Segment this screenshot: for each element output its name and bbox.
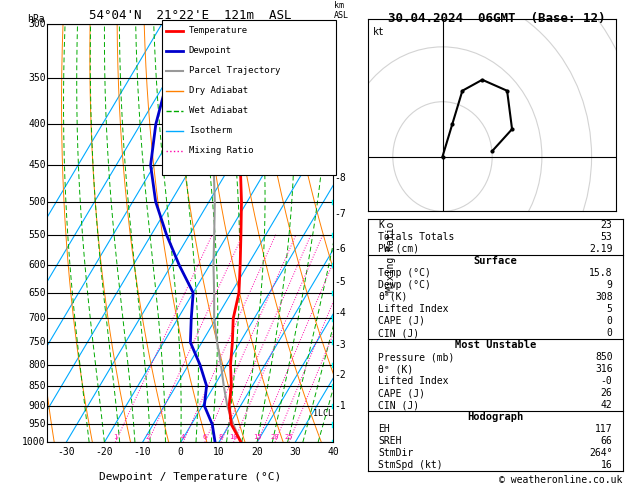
Text: 30.04.2024  06GMT  (Base: 12): 30.04.2024 06GMT (Base: 12) (388, 12, 606, 25)
Text: 0: 0 (606, 328, 613, 338)
Text: Pressure (mb): Pressure (mb) (378, 352, 455, 362)
Text: -20: -20 (96, 447, 113, 457)
Text: 750: 750 (28, 337, 46, 347)
Text: 500: 500 (28, 197, 46, 207)
Text: Surface: Surface (474, 256, 517, 266)
Text: -5: -5 (334, 277, 346, 287)
Text: K: K (378, 220, 384, 230)
Text: 450: 450 (28, 160, 46, 170)
Text: Temperature: Temperature (189, 26, 248, 35)
Text: StmSpd (kt): StmSpd (kt) (378, 460, 443, 470)
Text: -1: -1 (334, 400, 346, 411)
Text: 5: 5 (606, 304, 613, 314)
Text: CIN (J): CIN (J) (378, 400, 420, 410)
Text: θᵉ(K): θᵉ(K) (378, 292, 408, 302)
Text: 800: 800 (28, 360, 46, 370)
Text: Most Unstable: Most Unstable (455, 340, 536, 350)
Text: θᵉ (K): θᵉ (K) (378, 364, 413, 374)
Text: CAPE (J): CAPE (J) (378, 388, 425, 398)
Text: 300: 300 (28, 19, 46, 29)
Text: 30: 30 (289, 447, 301, 457)
Text: 8: 8 (219, 434, 223, 440)
Text: -30: -30 (57, 447, 75, 457)
Text: © weatheronline.co.uk: © weatheronline.co.uk (499, 475, 623, 485)
Text: EH: EH (378, 424, 390, 434)
Text: 700: 700 (28, 313, 46, 324)
Text: 16: 16 (601, 460, 613, 470)
Text: 10: 10 (213, 447, 225, 457)
Text: Temp (°C): Temp (°C) (378, 268, 431, 278)
Text: Parcel Trajectory: Parcel Trajectory (189, 66, 280, 75)
Text: Hodograph: Hodograph (467, 412, 523, 422)
Text: 10: 10 (230, 434, 238, 440)
Text: Dewpoint / Temperature (°C): Dewpoint / Temperature (°C) (99, 471, 281, 482)
Text: Mixing Ratio  (g/kg): Mixing Ratio (g/kg) (386, 174, 396, 292)
Text: 20: 20 (251, 447, 263, 457)
Text: 900: 900 (28, 400, 46, 411)
Text: 316: 316 (595, 364, 613, 374)
Text: -2: -2 (334, 370, 346, 381)
Text: Lifted Index: Lifted Index (378, 304, 448, 314)
Text: 650: 650 (28, 288, 46, 298)
Text: Dewpoint: Dewpoint (189, 46, 232, 55)
Text: hPa: hPa (27, 14, 45, 24)
Text: 0: 0 (178, 447, 184, 457)
Text: 600: 600 (28, 260, 46, 270)
Text: 400: 400 (28, 119, 46, 129)
Text: 850: 850 (595, 352, 613, 362)
Text: Mixing Ratio: Mixing Ratio (189, 146, 253, 156)
Text: 1000: 1000 (22, 437, 46, 447)
Text: 9: 9 (606, 280, 613, 290)
Text: 950: 950 (28, 419, 46, 430)
Text: -3: -3 (334, 340, 346, 350)
Text: -4: -4 (334, 309, 346, 318)
Text: 4: 4 (181, 434, 185, 440)
Text: CIN (J): CIN (J) (378, 328, 420, 338)
Text: 53: 53 (601, 232, 613, 242)
Text: PW (cm): PW (cm) (378, 244, 420, 254)
Text: StmDir: StmDir (378, 449, 413, 458)
Text: Lifted Index: Lifted Index (378, 376, 448, 386)
Title: 54°04'N  21°22'E  121m  ASL: 54°04'N 21°22'E 121m ASL (89, 9, 291, 22)
Text: Totals Totals: Totals Totals (378, 232, 455, 242)
Text: 308: 308 (595, 292, 613, 302)
Text: CAPE (J): CAPE (J) (378, 316, 425, 326)
Text: 15: 15 (253, 434, 262, 440)
Text: 25: 25 (285, 434, 293, 440)
Text: 40: 40 (328, 447, 339, 457)
Text: -7: -7 (334, 209, 346, 219)
Text: 23: 23 (601, 220, 613, 230)
Text: SREH: SREH (378, 436, 402, 446)
Text: -0: -0 (601, 376, 613, 386)
Text: Isotherm: Isotherm (189, 126, 232, 136)
Text: 26: 26 (601, 388, 613, 398)
Text: 2: 2 (146, 434, 150, 440)
Text: 66: 66 (601, 436, 613, 446)
Text: km
ASL: km ASL (334, 0, 349, 20)
Text: 42: 42 (601, 400, 613, 410)
Text: 0: 0 (606, 316, 613, 326)
Text: -10: -10 (134, 447, 152, 457)
Text: 6: 6 (203, 434, 207, 440)
Text: 2.19: 2.19 (589, 244, 613, 254)
Text: -8: -8 (334, 173, 346, 183)
Text: 350: 350 (28, 73, 46, 83)
Text: 850: 850 (28, 381, 46, 391)
Text: 550: 550 (28, 230, 46, 240)
Text: kt: kt (373, 27, 385, 37)
Text: Dewp (°C): Dewp (°C) (378, 280, 431, 290)
Text: 15.8: 15.8 (589, 268, 613, 278)
Text: 1: 1 (113, 434, 118, 440)
Text: 117: 117 (595, 424, 613, 434)
Text: -6: -6 (334, 244, 346, 254)
Text: 1LCL: 1LCL (313, 409, 333, 418)
FancyBboxPatch shape (162, 20, 337, 175)
Text: 20: 20 (271, 434, 279, 440)
Text: Wet Adiabat: Wet Adiabat (189, 106, 248, 115)
Text: Dry Adiabat: Dry Adiabat (189, 86, 248, 95)
Text: 264°: 264° (589, 449, 613, 458)
